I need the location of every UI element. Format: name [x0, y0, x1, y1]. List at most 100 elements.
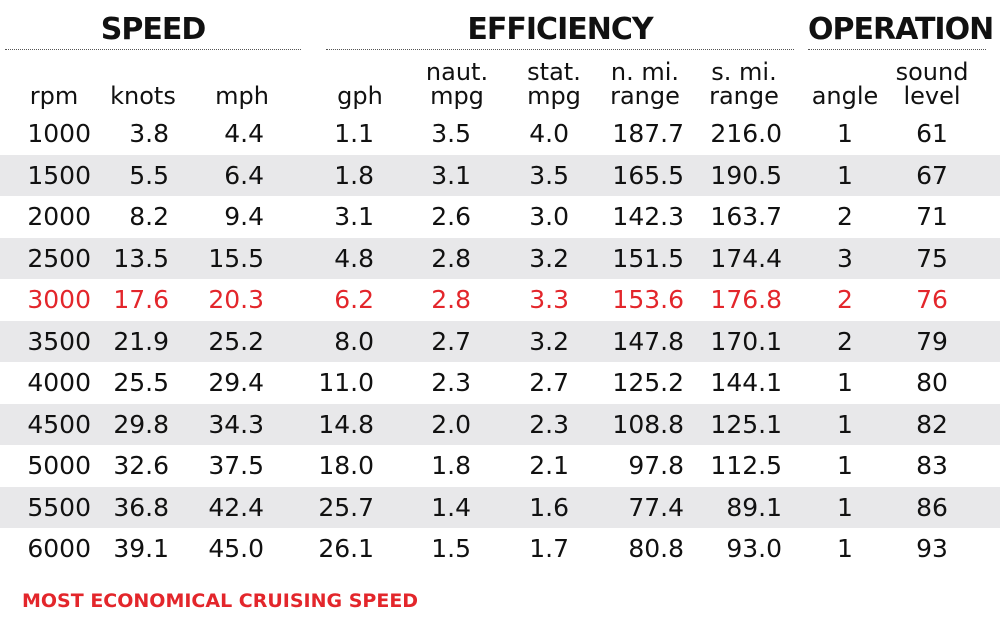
cell-angle: 2: [837, 326, 853, 356]
cell-gph: 1.8: [334, 160, 374, 190]
column-header-naut-mpg: naut. mpg: [426, 52, 488, 108]
cell-stat-mpg: 3.2: [529, 243, 569, 273]
column-header-line: mpg: [430, 82, 484, 110]
cell-sound-level: 83: [916, 451, 948, 480]
cell-mph: 37.5: [208, 451, 264, 480]
cell-mph: 9.4: [224, 202, 264, 231]
cell-sound-level: 75: [916, 243, 948, 273]
cell-rpm: 2500: [27, 243, 91, 273]
cell-mph: 15.5: [208, 243, 264, 273]
column-header-line: angle: [811, 82, 879, 110]
cell-stat-mpg: 2.1: [529, 451, 569, 480]
column-header-line: stat.: [527, 58, 581, 86]
column-header-line: gph: [337, 82, 383, 110]
column-header-line: range: [709, 82, 779, 110]
column-header-n-mi-range: n. mi. range: [610, 52, 680, 108]
cell-angle: 2: [837, 285, 853, 314]
group-header-operation: OPERATION: [808, 10, 994, 50]
cell-s-mi-range: 93.0: [726, 534, 782, 563]
cell-n-mi-range: 142.3: [612, 202, 684, 231]
cell-rpm: 4500: [27, 409, 91, 439]
table-row: 3500 21.9 25.2 8.0 2.7 3.2 147.8 170.1 2 79: [0, 320, 1000, 362]
cell-n-mi-range: 153.6: [612, 285, 684, 314]
column-header-line: n. mi.: [610, 58, 680, 86]
cell-naut-mpg: 1.4: [431, 492, 471, 522]
cell-n-mi-range: 125.2: [612, 368, 684, 397]
cell-rpm: 1000: [27, 119, 91, 148]
cell-s-mi-range: 163.7: [710, 202, 782, 231]
cell-mph: 25.2: [208, 326, 264, 356]
cell-sound-level: 79: [916, 326, 948, 356]
cell-angle: 1: [837, 160, 853, 190]
cell-naut-mpg: 2.7: [431, 326, 471, 356]
cell-sound-level: 86: [916, 492, 948, 522]
cell-naut-mpg: 1.8: [431, 451, 471, 480]
cell-knots: 3.8: [129, 119, 169, 148]
cell-rpm: 6000: [27, 534, 91, 563]
cell-rpm: 5500: [27, 492, 91, 522]
cell-gph: 14.8: [318, 409, 374, 439]
column-header-gph: gph: [337, 52, 383, 108]
cell-knots: 36.8: [113, 492, 169, 522]
cell-gph: 8.0: [334, 326, 374, 356]
column-header-mph: mph: [215, 52, 269, 108]
cell-mph: 20.3: [208, 285, 264, 314]
cell-gph: 4.8: [334, 243, 374, 273]
cell-naut-mpg: 3.5: [431, 119, 471, 148]
column-header-stat-mpg: stat. mpg: [527, 52, 581, 108]
cell-knots: 25.5: [113, 368, 169, 397]
cell-s-mi-range: 190.5: [710, 160, 782, 190]
cell-s-mi-range: 112.5: [710, 451, 782, 480]
cell-s-mi-range: 170.1: [710, 326, 782, 356]
cell-gph: 26.1: [318, 534, 374, 563]
column-header-knots: knots: [110, 52, 176, 108]
cell-mph: 29.4: [208, 368, 264, 397]
cell-angle: 1: [837, 492, 853, 522]
column-header-line: rpm: [29, 82, 79, 110]
cell-angle: 1: [837, 119, 853, 148]
cell-gph: 25.7: [318, 492, 374, 522]
column-header-s-mi-range: s. mi. range: [709, 52, 779, 108]
column-header-line: mpg: [527, 82, 581, 110]
column-header-line: s. mi.: [711, 58, 777, 86]
cell-stat-mpg: 2.7: [529, 368, 569, 397]
cell-stat-mpg: 4.0: [529, 119, 569, 148]
column-header-line: mph: [215, 82, 269, 110]
cell-knots: 29.8: [113, 409, 169, 439]
cell-angle: 1: [837, 409, 853, 439]
cell-stat-mpg: 2.3: [529, 409, 569, 439]
cell-n-mi-range: 187.7: [612, 119, 684, 148]
cell-gph: 18.0: [318, 451, 374, 480]
cell-n-mi-range: 165.5: [612, 160, 684, 190]
cell-angle: 2: [837, 202, 853, 231]
cell-sound-level: 82: [916, 409, 948, 439]
cell-mph: 6.4: [224, 160, 264, 190]
table-row: 4500 29.8 34.3 14.8 2.0 2.3 108.8 125.1 1 82: [0, 403, 1000, 445]
column-header-angle: angle: [812, 52, 879, 108]
column-header-sound-level: sound level: [896, 52, 969, 108]
cell-n-mi-range: 97.8: [628, 451, 684, 480]
cell-gph: 3.1: [334, 202, 374, 231]
cell-knots: 17.6: [113, 285, 169, 314]
column-header-line: range: [610, 82, 680, 110]
cell-s-mi-range: 125.1: [710, 409, 782, 439]
cell-knots: 39.1: [113, 534, 169, 563]
cell-s-mi-range: 176.8: [710, 285, 782, 314]
cell-naut-mpg: 3.1: [431, 160, 471, 190]
cell-stat-mpg: 3.0: [529, 202, 569, 231]
cell-stat-mpg: 3.2: [529, 326, 569, 356]
table-row: 6000 39.1 45.0 26.1 1.5 1.7 80.8 93.0 1 93: [0, 528, 1000, 570]
cell-stat-mpg: 3.3: [529, 285, 569, 314]
footnote-legend: MOST ECONOMICAL CRUISING SPEED: [22, 590, 419, 612]
cell-angle: 1: [837, 451, 853, 480]
cell-naut-mpg: 2.3: [431, 368, 471, 397]
cell-rpm: 5000: [27, 451, 91, 480]
cell-rpm: 2000: [27, 202, 91, 231]
cell-naut-mpg: 2.6: [431, 202, 471, 231]
column-header-line: sound: [895, 58, 969, 86]
cell-s-mi-range: 89.1: [726, 492, 782, 522]
cell-s-mi-range: 144.1: [710, 368, 782, 397]
cell-mph: 34.3: [208, 409, 264, 439]
column-header-line: knots: [110, 82, 176, 110]
cell-stat-mpg: 3.5: [529, 160, 569, 190]
